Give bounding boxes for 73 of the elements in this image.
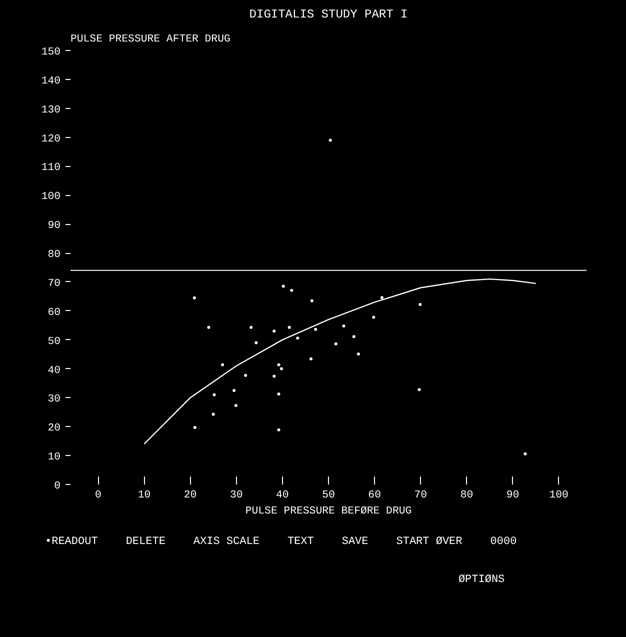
- point: [250, 326, 253, 329]
- text: 0000: [490, 536, 517, 548]
- text: TEXT: [287, 536, 314, 548]
- text: START ØVER: [396, 536, 462, 548]
- x-tick-label: 30: [230, 490, 243, 502]
- y-tick-label: 0: [54, 480, 61, 492]
- point: [314, 328, 318, 331]
- y-tick-label: 120: [41, 133, 61, 146]
- point: [342, 324, 346, 328]
- point: [232, 388, 236, 392]
- point: [272, 374, 276, 378]
- point: [309, 357, 312, 360]
- text: ØPTIØNS: [458, 574, 505, 586]
- point: [207, 326, 210, 329]
- point: [372, 316, 376, 319]
- point: [212, 393, 216, 396]
- y-tick-label: 100: [41, 191, 61, 204]
- point: [277, 428, 280, 432]
- point: [221, 363, 224, 366]
- point: [328, 138, 332, 142]
- y-tick-label: 50: [48, 336, 61, 348]
- point: [352, 335, 356, 338]
- y-tick-label: 140: [41, 75, 61, 88]
- y-tick-label: 130: [41, 104, 61, 116]
- point: [244, 374, 248, 377]
- text: •READOUT: [45, 536, 98, 548]
- point: [290, 288, 294, 292]
- x-tick-label: 90: [506, 490, 520, 502]
- point: [234, 404, 238, 408]
- point: [282, 284, 285, 288]
- point: [212, 412, 215, 416]
- point: [254, 341, 258, 344]
- point: [296, 336, 300, 340]
- x-tick-label: 40: [276, 490, 289, 502]
- x-tick-label: 20: [184, 490, 197, 502]
- line-series: [144, 278, 536, 445]
- y-tick-label: 10: [48, 452, 61, 464]
- text: SAVE: [342, 536, 368, 548]
- point: [418, 303, 422, 306]
- x-tick-label: 50: [322, 490, 335, 502]
- point: [334, 342, 338, 346]
- point: [277, 392, 280, 396]
- chart-title: DIGITALIS STUDY PART I: [249, 8, 408, 22]
- x-tick-label: 80: [460, 490, 474, 502]
- y-tick-label: 60: [48, 306, 61, 319]
- y-tick-label: 90: [48, 220, 61, 232]
- y-tick-label: 40: [48, 364, 61, 377]
- x-tick-label: 10: [138, 490, 151, 502]
- y-tick-label: 30: [48, 394, 61, 406]
- point: [524, 452, 527, 456]
- y-tick-label: 70: [48, 278, 61, 290]
- point: [288, 326, 291, 329]
- x-tick-label: 70: [414, 490, 428, 502]
- y-tick-label: 20: [48, 422, 61, 435]
- point: [192, 296, 196, 300]
- x-axis-title: PULSE PRESSURE BEFØRE DRUG: [245, 506, 412, 518]
- y-tick-label: 110: [41, 162, 61, 174]
- x-tick-label: 100: [549, 490, 568, 502]
- point: [310, 299, 314, 302]
- point: [356, 352, 360, 356]
- text: AXIS SCALE: [193, 536, 260, 548]
- x-tick-label: 0: [94, 490, 102, 502]
- point: [193, 426, 196, 429]
- point: [272, 330, 276, 333]
- point: [418, 388, 421, 392]
- y-axis-title: PULSE PRESSURE AFTER DRUG: [70, 34, 230, 46]
- y-tick-label: 80: [48, 249, 61, 262]
- text: DELETE: [126, 536, 166, 548]
- x-tick-label: 60: [368, 490, 381, 502]
- point: [380, 296, 384, 300]
- point: [280, 367, 284, 370]
- point: [277, 363, 280, 366]
- y-tick-label: 150: [41, 46, 61, 58]
